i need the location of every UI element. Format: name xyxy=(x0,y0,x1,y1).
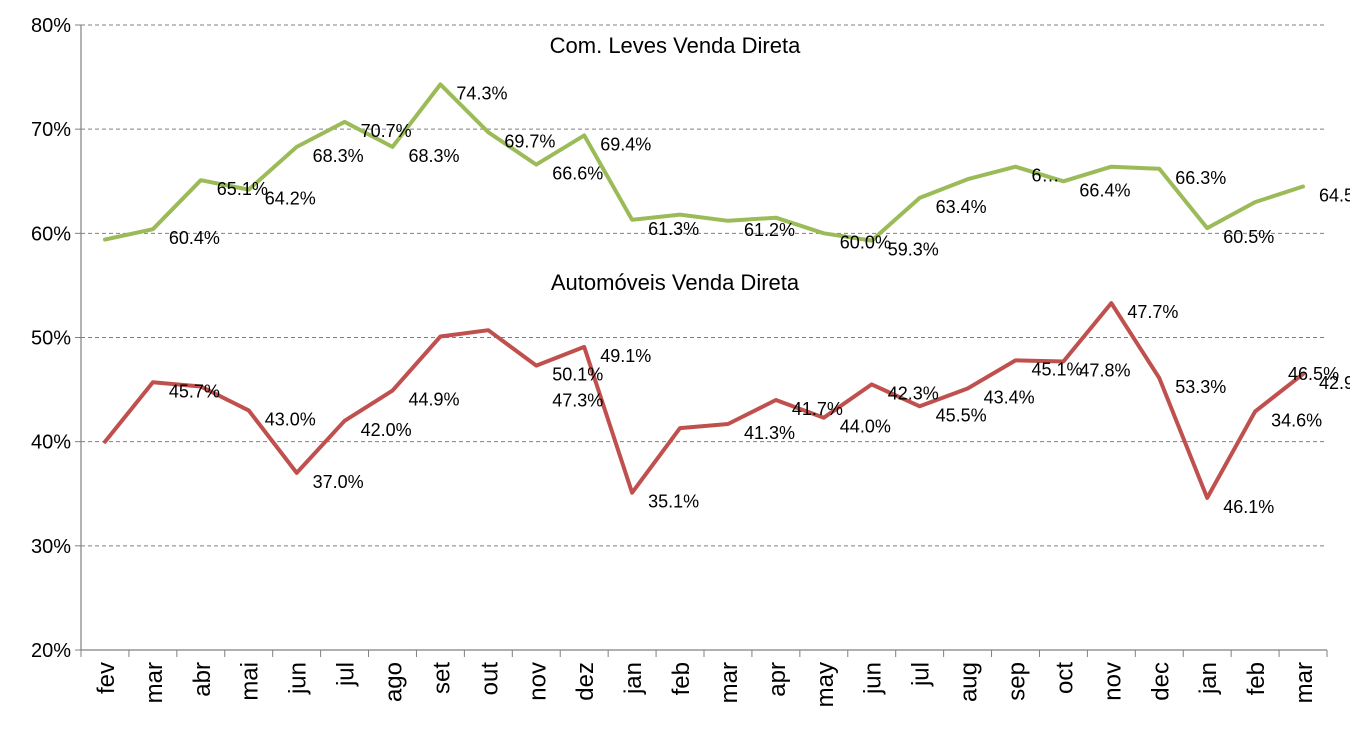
data-label: 43.0% xyxy=(265,409,316,429)
series-title-automoveis: Automóveis Venda Direta xyxy=(551,270,800,295)
gridlines xyxy=(81,24,1327,547)
data-label: 42.9% xyxy=(1319,373,1350,393)
data-label: 41.7% xyxy=(792,399,843,419)
x-tick-label: set xyxy=(428,662,455,694)
data-label: 47.7% xyxy=(1127,302,1178,322)
y-tick-label: 70% xyxy=(31,119,71,141)
data-label: 46.1% xyxy=(1223,497,1274,517)
data-label: 74.3% xyxy=(456,83,507,103)
y-tick-label: 50% xyxy=(31,328,71,350)
data-label: 68.3% xyxy=(409,146,460,166)
x-tick-label: jun xyxy=(860,662,887,695)
data-label: 60.0% xyxy=(840,232,891,252)
x-tick-label: jan xyxy=(620,662,647,695)
data-label: 42.0% xyxy=(361,420,412,440)
series-line-0 xyxy=(103,82,1305,243)
data-label: 64.2% xyxy=(265,189,316,209)
x-tick-label: nov xyxy=(1099,662,1126,701)
x-tick-label: mar xyxy=(1291,662,1318,703)
data-label: 34.6% xyxy=(1271,410,1322,430)
data-label: 47.8% xyxy=(1079,360,1130,380)
series-lines xyxy=(103,82,1305,500)
data-label: 44.0% xyxy=(840,417,891,437)
data-label: 63.4% xyxy=(936,197,987,217)
x-tick-label: sep xyxy=(1004,662,1031,701)
data-label: 45.5% xyxy=(936,405,987,425)
data-label: 41.3% xyxy=(744,423,795,443)
y-tick-label: 60% xyxy=(31,223,71,245)
data-label: 37.0% xyxy=(313,472,364,492)
data-label: 61.3% xyxy=(648,219,699,239)
x-tick-label: jul xyxy=(908,662,935,687)
x-tick-label: aug xyxy=(956,662,983,702)
data-label: 61.2% xyxy=(744,220,795,240)
data-label: 59.3% xyxy=(888,240,939,260)
x-tick-label: apr xyxy=(764,662,791,697)
x-tick-label: jul xyxy=(333,662,360,687)
data-labels: 60.4% 65.1%64.2% 68.3% 70.7% 68.3% 74.3% 69.7%… xyxy=(169,83,1350,517)
x-tick-label: mar xyxy=(716,662,743,703)
data-label: 49.1% xyxy=(600,346,651,366)
data-label: 53.3% xyxy=(1175,377,1226,397)
x-tick-label: jun xyxy=(285,662,312,695)
y-tick-label: 40% xyxy=(31,432,71,454)
data-label: 69.4% xyxy=(600,134,651,154)
data-label: 70.7% xyxy=(361,121,412,141)
data-label: 47.3% xyxy=(552,391,603,411)
x-tick-label: mai xyxy=(237,662,264,701)
data-label: 44.9% xyxy=(409,390,460,410)
data-label: 43.4% xyxy=(984,388,1035,408)
x-tick-label: dec xyxy=(1147,662,1174,701)
data-label: 66.4% xyxy=(1079,180,1130,200)
x-tick-label: ago xyxy=(381,662,408,702)
x-tick-label: feb xyxy=(668,662,695,695)
data-label: 69.7% xyxy=(504,131,555,151)
data-label: 45.7% xyxy=(169,381,220,401)
x-tick-label: feb xyxy=(1243,662,1270,695)
data-label: 60.5% xyxy=(1223,227,1274,247)
data-label: 60.4% xyxy=(169,228,220,248)
x-tick-label: out xyxy=(476,662,503,696)
x-tick-label: abr xyxy=(189,662,216,697)
series-line-1 xyxy=(103,301,1305,500)
x-tick-label: mar xyxy=(141,662,168,703)
data-label: 65.1% xyxy=(217,179,268,199)
data-label: 46.5% xyxy=(1288,364,1339,384)
data-label: 66.3% xyxy=(1175,168,1226,188)
x-tick-label: fev xyxy=(93,662,120,694)
data-label: 68.3% xyxy=(313,146,364,166)
data-label: 64.5% xyxy=(1319,185,1350,205)
series-title-com-leves: Com. Leves Venda Direta xyxy=(550,33,801,58)
data-label: 45.1% xyxy=(1032,359,1083,379)
x-tick-label: jan xyxy=(1195,662,1222,695)
data-label: 50.1% xyxy=(552,365,603,385)
data-label: 6… xyxy=(1032,166,1060,186)
data-label: 42.3% xyxy=(888,383,939,403)
x-tick-label: dez xyxy=(572,662,599,701)
y-axis-ticks: 20% 30% 40% 50% 60% 70% 80% xyxy=(31,15,71,662)
x-tick-label: may xyxy=(812,662,839,707)
x-tick-label: nov xyxy=(524,662,551,701)
axes xyxy=(75,24,1328,657)
x-axis-ticks: fev mar abr mai jun jul ago set out nov dez jan feb m… xyxy=(93,662,1318,708)
data-label: 35.1% xyxy=(648,492,699,512)
y-tick-label: 80% xyxy=(31,15,71,37)
y-tick-label: 30% xyxy=(31,536,71,558)
y-tick-label: 20% xyxy=(31,640,71,662)
data-label: 66.6% xyxy=(552,164,603,184)
x-tick-label: oct xyxy=(1051,662,1078,694)
